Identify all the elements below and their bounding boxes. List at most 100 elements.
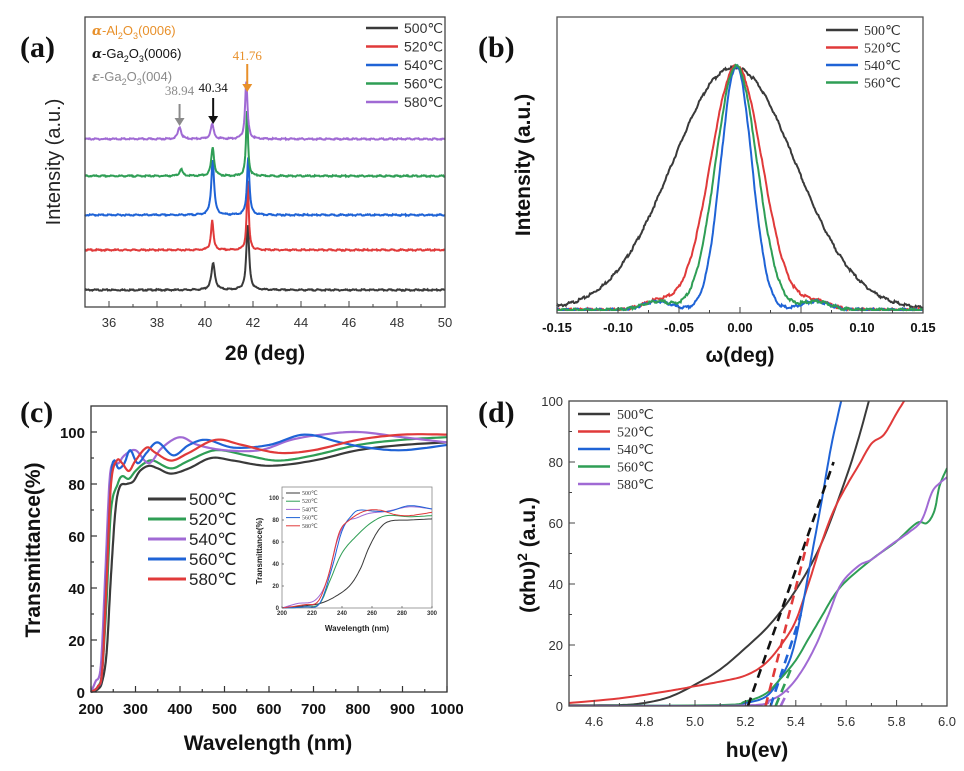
a-phase-label: α-Ga2O3(0006) bbox=[92, 46, 181, 64]
d-tangent-fit-line bbox=[774, 668, 792, 707]
c-x-axis-title: Wavelength (nm) bbox=[184, 732, 352, 755]
c-inset-y-tick-label: 80 bbox=[272, 518, 279, 524]
a-legend-label: 500℃ bbox=[404, 20, 443, 36]
b-legend-label: 520℃ bbox=[864, 42, 901, 57]
c-y-tick-label: 100 bbox=[60, 425, 85, 442]
c-inset-legend-label: 560℃ bbox=[302, 516, 318, 522]
d-x-tick-label: 6.0 bbox=[938, 714, 956, 729]
d-x-tick-label: 5.4 bbox=[787, 714, 805, 729]
c-inset-y-axis-title: Transmittance(%) bbox=[255, 517, 264, 584]
a-series-line-500C bbox=[84, 225, 446, 293]
c-inset-y-tick-label: 60 bbox=[272, 540, 279, 546]
c-x-tick-label: 600 bbox=[256, 701, 281, 718]
a-x-tick-label: 42 bbox=[246, 315, 260, 330]
d-y-tick-label: 60 bbox=[549, 516, 563, 531]
c-legend-label: 500℃ bbox=[189, 490, 236, 509]
a-phase-part: -Ga bbox=[100, 69, 122, 84]
a-peak-annotation: 40.34 bbox=[199, 80, 229, 95]
a-phase-part: -Al bbox=[102, 23, 118, 38]
a-x-tick-label: 46 bbox=[342, 315, 356, 330]
a-x-tick-label: 40 bbox=[198, 315, 212, 330]
c-inset-chart: Wavelength (nm) Transmittance(%) 200 220 2… bbox=[255, 486, 438, 633]
b-x-tick-label: 0.10 bbox=[849, 320, 874, 335]
d-y-axis-title: (αhυ)2 (a.u.) bbox=[514, 497, 540, 613]
a-phase-part: (004) bbox=[142, 69, 172, 84]
d-series-line-580C bbox=[569, 476, 947, 706]
a-phase-sub: 3 bbox=[139, 54, 144, 64]
c-inset-line-520C bbox=[281, 514, 433, 609]
b-legend: 500℃ 520℃ 540℃ 560℃ bbox=[826, 24, 901, 92]
c-y-tick-label: 40 bbox=[68, 581, 85, 598]
a-peak-annotation: 41.76 bbox=[233, 48, 263, 63]
c-inset-y-tick-label: 20 bbox=[272, 584, 279, 590]
d-y-title-part: (αhυ) bbox=[517, 561, 540, 613]
c-inset-x-tick-label: 220 bbox=[307, 611, 318, 617]
d-y-tick-label: 20 bbox=[549, 638, 563, 653]
a-series-line-540C bbox=[84, 157, 446, 218]
a-x-tick-label: 44 bbox=[294, 315, 308, 330]
a-phase-label: α-Al2O3(0006) bbox=[92, 23, 176, 41]
b-x-tick-label: 0.00 bbox=[727, 320, 752, 335]
panel-label-c: (c) bbox=[20, 396, 53, 429]
c-x-tick-label: 800 bbox=[345, 701, 370, 718]
d-legend-label: 540℃ bbox=[617, 443, 654, 458]
c-series-line-500C bbox=[90, 441, 448, 694]
a-phase-greek: ε bbox=[92, 70, 100, 85]
a-phase-part: (0006) bbox=[138, 23, 176, 38]
d-x-tick-label: 5.2 bbox=[736, 714, 754, 729]
d-x-tick-label: 5.8 bbox=[888, 714, 906, 729]
c-y-tick-label: 20 bbox=[68, 633, 85, 650]
b-legend-label: 500℃ bbox=[864, 24, 901, 39]
b-y-axis-title: Intensity (a.u.) bbox=[512, 94, 535, 236]
panel-c-transmittance-chart: 200 300 400 500 600 700 800 900 1000020406080100… bbox=[22, 405, 464, 755]
a-phase-greek: α bbox=[92, 24, 102, 39]
a-peak-annotation: 38.94 bbox=[165, 83, 195, 98]
a-phase-greek: α bbox=[92, 47, 102, 62]
c-legend-label: 540℃ bbox=[189, 530, 236, 549]
b-x-tick-label: 0.05 bbox=[788, 320, 813, 335]
c-x-tick-label: 700 bbox=[301, 701, 326, 718]
d-y-title-unit: (a.u.) bbox=[517, 497, 540, 553]
b-x-tick-label: -0.05 bbox=[664, 320, 694, 335]
c-inset-x-tick-label: 260 bbox=[367, 611, 378, 617]
c-inset-legend-label: 580℃ bbox=[302, 524, 318, 530]
a-x-axis-title: 2θ (deg) bbox=[225, 342, 305, 365]
c-legend-label: 560℃ bbox=[189, 550, 236, 569]
panel-b-rocking-curve-chart: -0.15 -0.10 -0.05 0.00 0.05 0.10 0.15 ω(deg) I… bbox=[512, 16, 936, 367]
a-arrow-head bbox=[174, 118, 185, 126]
c-legend-label: 520℃ bbox=[189, 510, 236, 529]
a-phase-part: O bbox=[123, 23, 133, 38]
d-x-tick-label: 5.0 bbox=[686, 714, 704, 729]
d-tangent-fit-line bbox=[769, 614, 803, 707]
d-legend-label: 580℃ bbox=[617, 478, 654, 493]
b-legend-label: 540℃ bbox=[864, 59, 901, 74]
d-legend-label: 560℃ bbox=[617, 461, 654, 476]
c-inset-y-tick-label: 40 bbox=[272, 562, 279, 568]
b-axis: -0.15 -0.10 -0.05 0.00 0.05 0.10 0.15 bbox=[542, 16, 936, 335]
a-arrow-head bbox=[208, 116, 219, 124]
d-series-line-500C bbox=[569, 401, 870, 706]
panel-label-b: (b) bbox=[478, 31, 515, 64]
c-series-line-580C bbox=[90, 433, 447, 693]
b-x-tick-label: 0.15 bbox=[910, 320, 935, 335]
d-tangent-fit-line bbox=[779, 690, 790, 707]
b-x-tick-label: -0.15 bbox=[542, 320, 572, 335]
d-y-axis-title-group: (αhυ)2 (a.u.) bbox=[514, 497, 540, 613]
a-y-axis-title: Intensity (a.u.) bbox=[43, 99, 65, 226]
c-y-tick-label: 0 bbox=[77, 685, 85, 702]
c-inset-x-tick-label: 280 bbox=[397, 611, 408, 617]
d-y-tick-label: 100 bbox=[541, 394, 563, 409]
a-annotations: 38.94 40.34 41.76 bbox=[165, 48, 262, 126]
a-legend-label: 540℃ bbox=[404, 57, 443, 73]
c-inset-line-560C bbox=[281, 505, 433, 609]
c-inset-x-tick-label: 200 bbox=[277, 611, 288, 617]
panel-a-xrd-chart: 38.94 40.34 41.76 36 38 40 42 44 46 48 50 2θ (deg… bbox=[43, 16, 452, 365]
b-series-line-500C bbox=[556, 65, 924, 311]
a-phase-part: (0006) bbox=[144, 46, 182, 61]
b-x-tick-label: -0.10 bbox=[603, 320, 633, 335]
b-series-group bbox=[556, 63, 924, 312]
a-phase-sub: 3 bbox=[133, 31, 138, 41]
a-phase-part: O bbox=[129, 46, 139, 61]
c-x-tick-label: 200 bbox=[78, 701, 103, 718]
